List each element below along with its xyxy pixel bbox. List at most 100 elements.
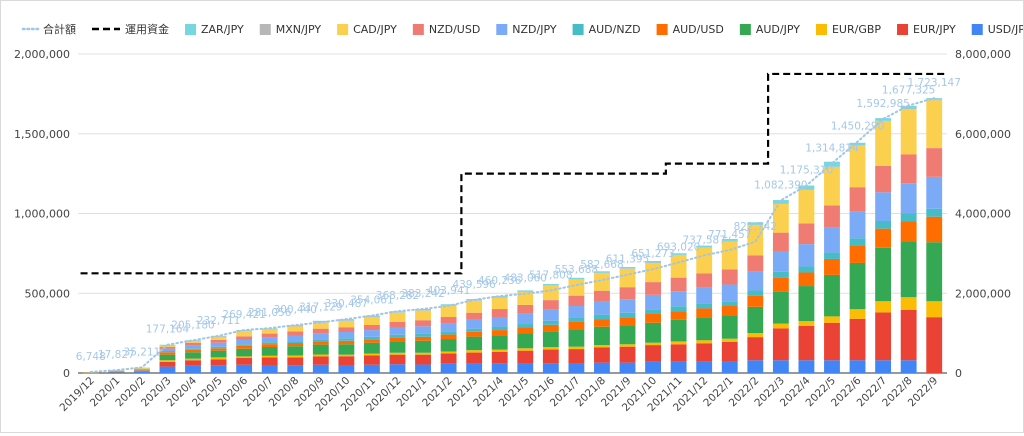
bar-segment xyxy=(415,333,431,337)
total-data-label: 368,282 xyxy=(376,290,419,302)
total-data-label: 6,748 xyxy=(76,351,106,363)
bar-segment xyxy=(261,355,278,358)
bar-segment xyxy=(491,363,508,373)
bar-segment xyxy=(594,362,610,373)
bar-segment xyxy=(798,185,815,190)
bar-segment xyxy=(185,358,201,361)
bar-segment xyxy=(619,317,636,326)
bar-segment xyxy=(824,360,840,373)
bar-segment xyxy=(287,325,304,327)
legend-swatch xyxy=(739,24,751,35)
bar-segment xyxy=(568,329,585,347)
legend-label: NZD/USD xyxy=(429,23,480,36)
bar-segment xyxy=(261,342,278,345)
bar-segment xyxy=(185,345,201,349)
bar-segment xyxy=(338,354,355,357)
bar-segment xyxy=(287,346,304,356)
bar-segment xyxy=(287,355,304,358)
bar-segment xyxy=(645,313,661,323)
bar-segment xyxy=(364,364,380,373)
bar-segment xyxy=(824,205,840,228)
total-data-label: 460,236 xyxy=(478,275,522,287)
bar-segment xyxy=(926,242,943,302)
bar-segment xyxy=(875,121,892,166)
bar-segment xyxy=(721,361,738,373)
legend-label: MXN/JPY xyxy=(276,23,322,36)
bar-segment xyxy=(721,284,738,302)
bar-segment xyxy=(159,361,176,367)
x-tick-label: 2019/12 xyxy=(58,375,97,414)
bar-segment xyxy=(261,344,278,348)
bar-segment xyxy=(619,268,636,269)
bar-segment xyxy=(875,165,892,193)
total-data-label: 1,450,290 xyxy=(831,121,884,133)
bar-segment xyxy=(926,99,943,101)
bar-segment xyxy=(415,310,431,321)
bar-segment xyxy=(338,327,355,333)
bar-segment xyxy=(798,325,815,361)
legend-label: 合計額 xyxy=(43,22,76,36)
bar-segment xyxy=(542,284,559,286)
bar-segment xyxy=(875,192,892,221)
bar-segment xyxy=(415,352,431,355)
bar-segment xyxy=(824,274,840,317)
bar-segment xyxy=(542,320,559,325)
bar-segment xyxy=(185,340,201,341)
bar-segment xyxy=(772,328,789,361)
bar-segment xyxy=(466,328,483,332)
bar-segment xyxy=(389,334,406,338)
bar-segment xyxy=(875,120,892,122)
bar-segment xyxy=(875,228,892,248)
bar-segment xyxy=(747,337,764,361)
bar-segment xyxy=(824,322,840,361)
bar-segment xyxy=(415,354,431,365)
bar-segment xyxy=(517,324,534,328)
bar-segment xyxy=(568,346,585,350)
legend: 合計額 運用資金 ZAR/JPY MXN/JPY CAD/JPY NZD/USD NZD/J… xyxy=(21,22,1024,36)
bar-segment xyxy=(747,222,764,225)
bar-segment xyxy=(900,213,917,222)
bar-segment xyxy=(926,100,943,149)
bar-segment xyxy=(287,331,304,336)
bar-segment xyxy=(287,343,304,347)
bar-segment xyxy=(261,329,278,334)
bar-segment xyxy=(747,224,764,226)
bar-segment xyxy=(312,333,329,340)
bar-segment xyxy=(849,262,866,310)
bar-segment xyxy=(824,258,840,275)
bar-segment xyxy=(491,309,508,318)
bar-segment xyxy=(696,245,713,248)
bar-segment xyxy=(696,273,713,288)
legend-swatch xyxy=(185,24,196,35)
total-data-label: 771,457 xyxy=(708,229,751,241)
total-data-label: 737,587 xyxy=(682,234,725,246)
bar-segment xyxy=(491,351,508,364)
bar-segment xyxy=(517,292,534,305)
bar-segment xyxy=(824,167,840,206)
bar-segment xyxy=(261,365,278,373)
bar-segment xyxy=(900,309,917,361)
bar-segment xyxy=(542,300,559,310)
bar-segment xyxy=(236,356,253,359)
legend-label: ZAR/JPY xyxy=(201,23,244,36)
bar-segment xyxy=(798,360,815,373)
bar-segment xyxy=(721,338,738,342)
bar-segment xyxy=(747,271,764,291)
bar-segment xyxy=(491,335,508,350)
bar-stacks xyxy=(82,98,943,374)
bar-segment xyxy=(645,262,661,263)
bar-segment xyxy=(185,349,201,353)
bar-segment xyxy=(900,183,917,214)
bar-segment xyxy=(594,326,610,346)
total-data-label: 354,061 xyxy=(350,295,393,307)
total-data-label: 517,808 xyxy=(529,269,572,281)
bar-segment xyxy=(261,357,278,366)
bar-segment xyxy=(772,360,789,373)
bar-segment xyxy=(491,330,508,336)
y-left-tick-label: 1,000,000 xyxy=(14,208,70,221)
legend-label: 運用資金 xyxy=(125,22,169,36)
bar-segment xyxy=(696,303,713,309)
bar-segment xyxy=(364,342,380,354)
bar-segment xyxy=(645,282,661,295)
bar-segment xyxy=(670,291,687,307)
